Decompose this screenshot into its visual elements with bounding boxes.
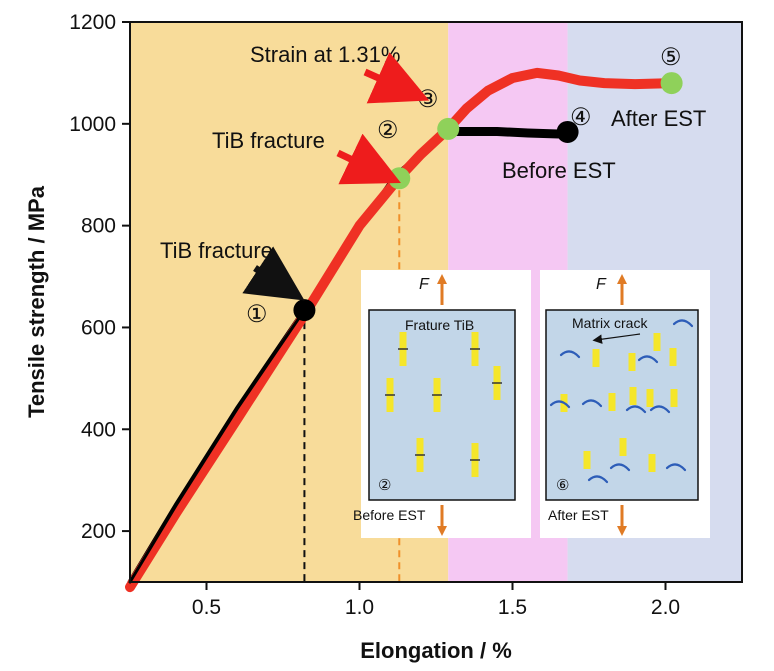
- x-tick-label: 1.5: [498, 596, 527, 619]
- matrix-crack: [637, 355, 659, 364]
- inset-after-caption: After EST: [548, 507, 609, 523]
- x-axis-title: Elongation / %: [360, 638, 512, 663]
- tib-rod-fragment: [648, 454, 656, 472]
- arrow-tib-fracture-1: [242, 246, 305, 301]
- tib-rod-fragment: [628, 353, 636, 371]
- arrow-tib-fracture-2: [336, 133, 401, 185]
- annotation-after-est: After EST: [611, 106, 706, 131]
- inset-after-label-arrow: [592, 333, 641, 344]
- point-label-4: ④: [570, 103, 592, 131]
- inset-after-force-arrow-up-head: [617, 274, 627, 284]
- axis-ticks: 0.5 1.0 1.5 2.0 200 400 600 800 1000 1200: [69, 11, 680, 619]
- tib-rod-fragment: [670, 389, 678, 407]
- data-point-4: [556, 120, 579, 143]
- x-tick-label: 0.5: [192, 596, 221, 619]
- inset-before-caption: Before EST: [353, 507, 426, 523]
- matrix-crack: [649, 405, 671, 414]
- y-axis-title: Tensile strength / MPa: [24, 185, 49, 418]
- plot-frame: [129, 21, 743, 583]
- inset-before-est: F Frature TiB ② Before EST: [353, 270, 531, 538]
- matrix-crack: [559, 350, 581, 359]
- point-label-5: ⑤: [660, 43, 682, 71]
- point-label-1: ①: [246, 300, 268, 328]
- annotation-tib-fracture-2: TiB fracture: [212, 128, 325, 153]
- tib-rod-fragment: [592, 349, 600, 367]
- inset-after-force-label: F: [596, 276, 607, 293]
- inset-after-est: F Matrix crack ⑥ After EST: [540, 270, 710, 538]
- inset-after-force-arrow-down-head: [617, 526, 627, 536]
- tib-rod-fragment: [669, 348, 677, 366]
- inset-before-force-label: F: [419, 276, 430, 293]
- series-line-2: [125, 67, 677, 593]
- matrix-crack: [549, 400, 571, 409]
- data-point-1: [293, 299, 316, 322]
- point-label-3: ③: [417, 85, 439, 113]
- y-tick-label: 400: [81, 418, 116, 441]
- inset-before-force-arrow-up-head: [437, 274, 447, 284]
- tib-rod-fragment: [583, 451, 591, 469]
- matrix-crack: [625, 405, 647, 414]
- y-tick-label: 1200: [69, 11, 116, 34]
- tib-rod-fragment: [608, 393, 616, 411]
- data-point-3: [437, 117, 460, 140]
- data-point-2: [388, 167, 411, 190]
- annotation-before-est: Before EST: [502, 158, 616, 183]
- series-line-1-linear-overlay: [128, 308, 306, 584]
- y-tick-label: 1000: [69, 113, 116, 136]
- x-tick-label: 2.0: [651, 596, 680, 619]
- inset-before-tib-rods: [385, 332, 502, 477]
- annotation-tib-fracture-1: TiB fracture: [160, 238, 273, 263]
- tib-rod-fragment: [629, 387, 637, 405]
- series-line-1-overlay: [443, 127, 573, 139]
- y-tick-label: 800: [81, 215, 116, 238]
- matrix-crack: [609, 463, 631, 472]
- inset-after-inner-label: Matrix crack: [572, 315, 648, 331]
- matrix-crack: [665, 463, 687, 472]
- inset-after-tib-rods: [560, 333, 678, 472]
- y-tick-label: 200: [81, 520, 116, 543]
- arrow-strain: [363, 52, 430, 104]
- point-label-2: ②: [377, 116, 399, 144]
- data-point-5: [660, 72, 683, 95]
- tib-rod-fragment: [619, 438, 627, 456]
- x-tick-label: 1.0: [345, 596, 374, 619]
- inset-after-matrix-cracks: [549, 319, 694, 484]
- matrix-crack: [581, 399, 603, 408]
- inset-after-number: ⑥: [556, 476, 569, 494]
- y-tick-label: 600: [81, 316, 116, 339]
- annotation-strain: Strain at 1.31%: [250, 42, 400, 67]
- matrix-crack: [587, 475, 609, 484]
- tib-rod-fragment: [653, 333, 661, 351]
- matrix-crack: [672, 319, 694, 328]
- inset-before-number: ②: [378, 476, 391, 494]
- inset-before-force-arrow-down-head: [437, 526, 447, 536]
- inset-before-inner-label: Frature TiB: [405, 317, 474, 333]
- tib-rod-fragment: [646, 389, 654, 407]
